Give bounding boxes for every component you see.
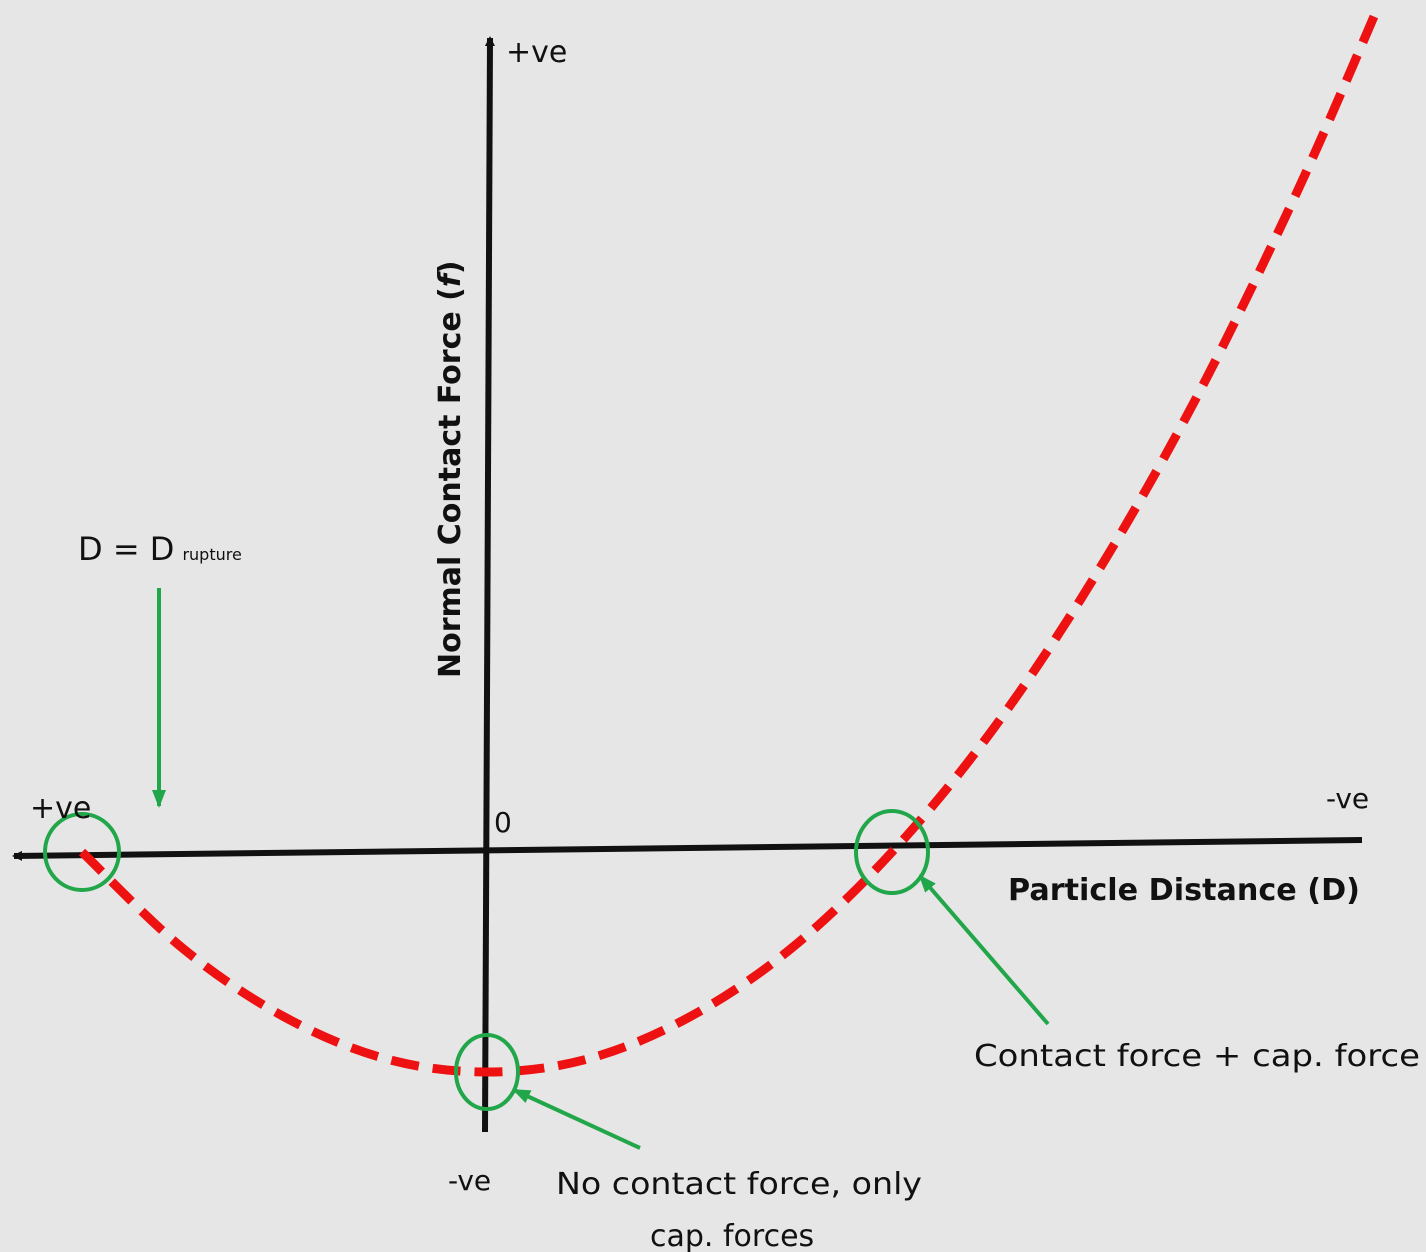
x-axis-title: Particle Distance (D) <box>1008 873 1360 908</box>
y-negative-label: -ve <box>448 1164 491 1197</box>
minimum-circle <box>454 1033 520 1111</box>
x-positive-label: +ve <box>30 791 91 826</box>
crossing-circle <box>854 809 930 895</box>
minimum-label-line2: cap. forces <box>650 1219 814 1252</box>
x-negative-label: -ve <box>1326 782 1369 815</box>
force-curve <box>78 5 1383 1077</box>
y-axis-title: Normal Contact Force (f) <box>433 260 468 678</box>
crossing-label: Contact force + cap. force <box>974 1039 1420 1074</box>
crossing-arrow <box>918 874 1050 1026</box>
minimum-label-line1: No contact force, only <box>556 1167 922 1202</box>
origin-label: 0 <box>494 806 512 839</box>
y-positive-label: +ve <box>506 35 567 70</box>
x-axis <box>12 837 1363 861</box>
rupture-circle <box>43 812 121 892</box>
minimum-arrow <box>512 1088 641 1150</box>
y-axis <box>482 36 495 1133</box>
